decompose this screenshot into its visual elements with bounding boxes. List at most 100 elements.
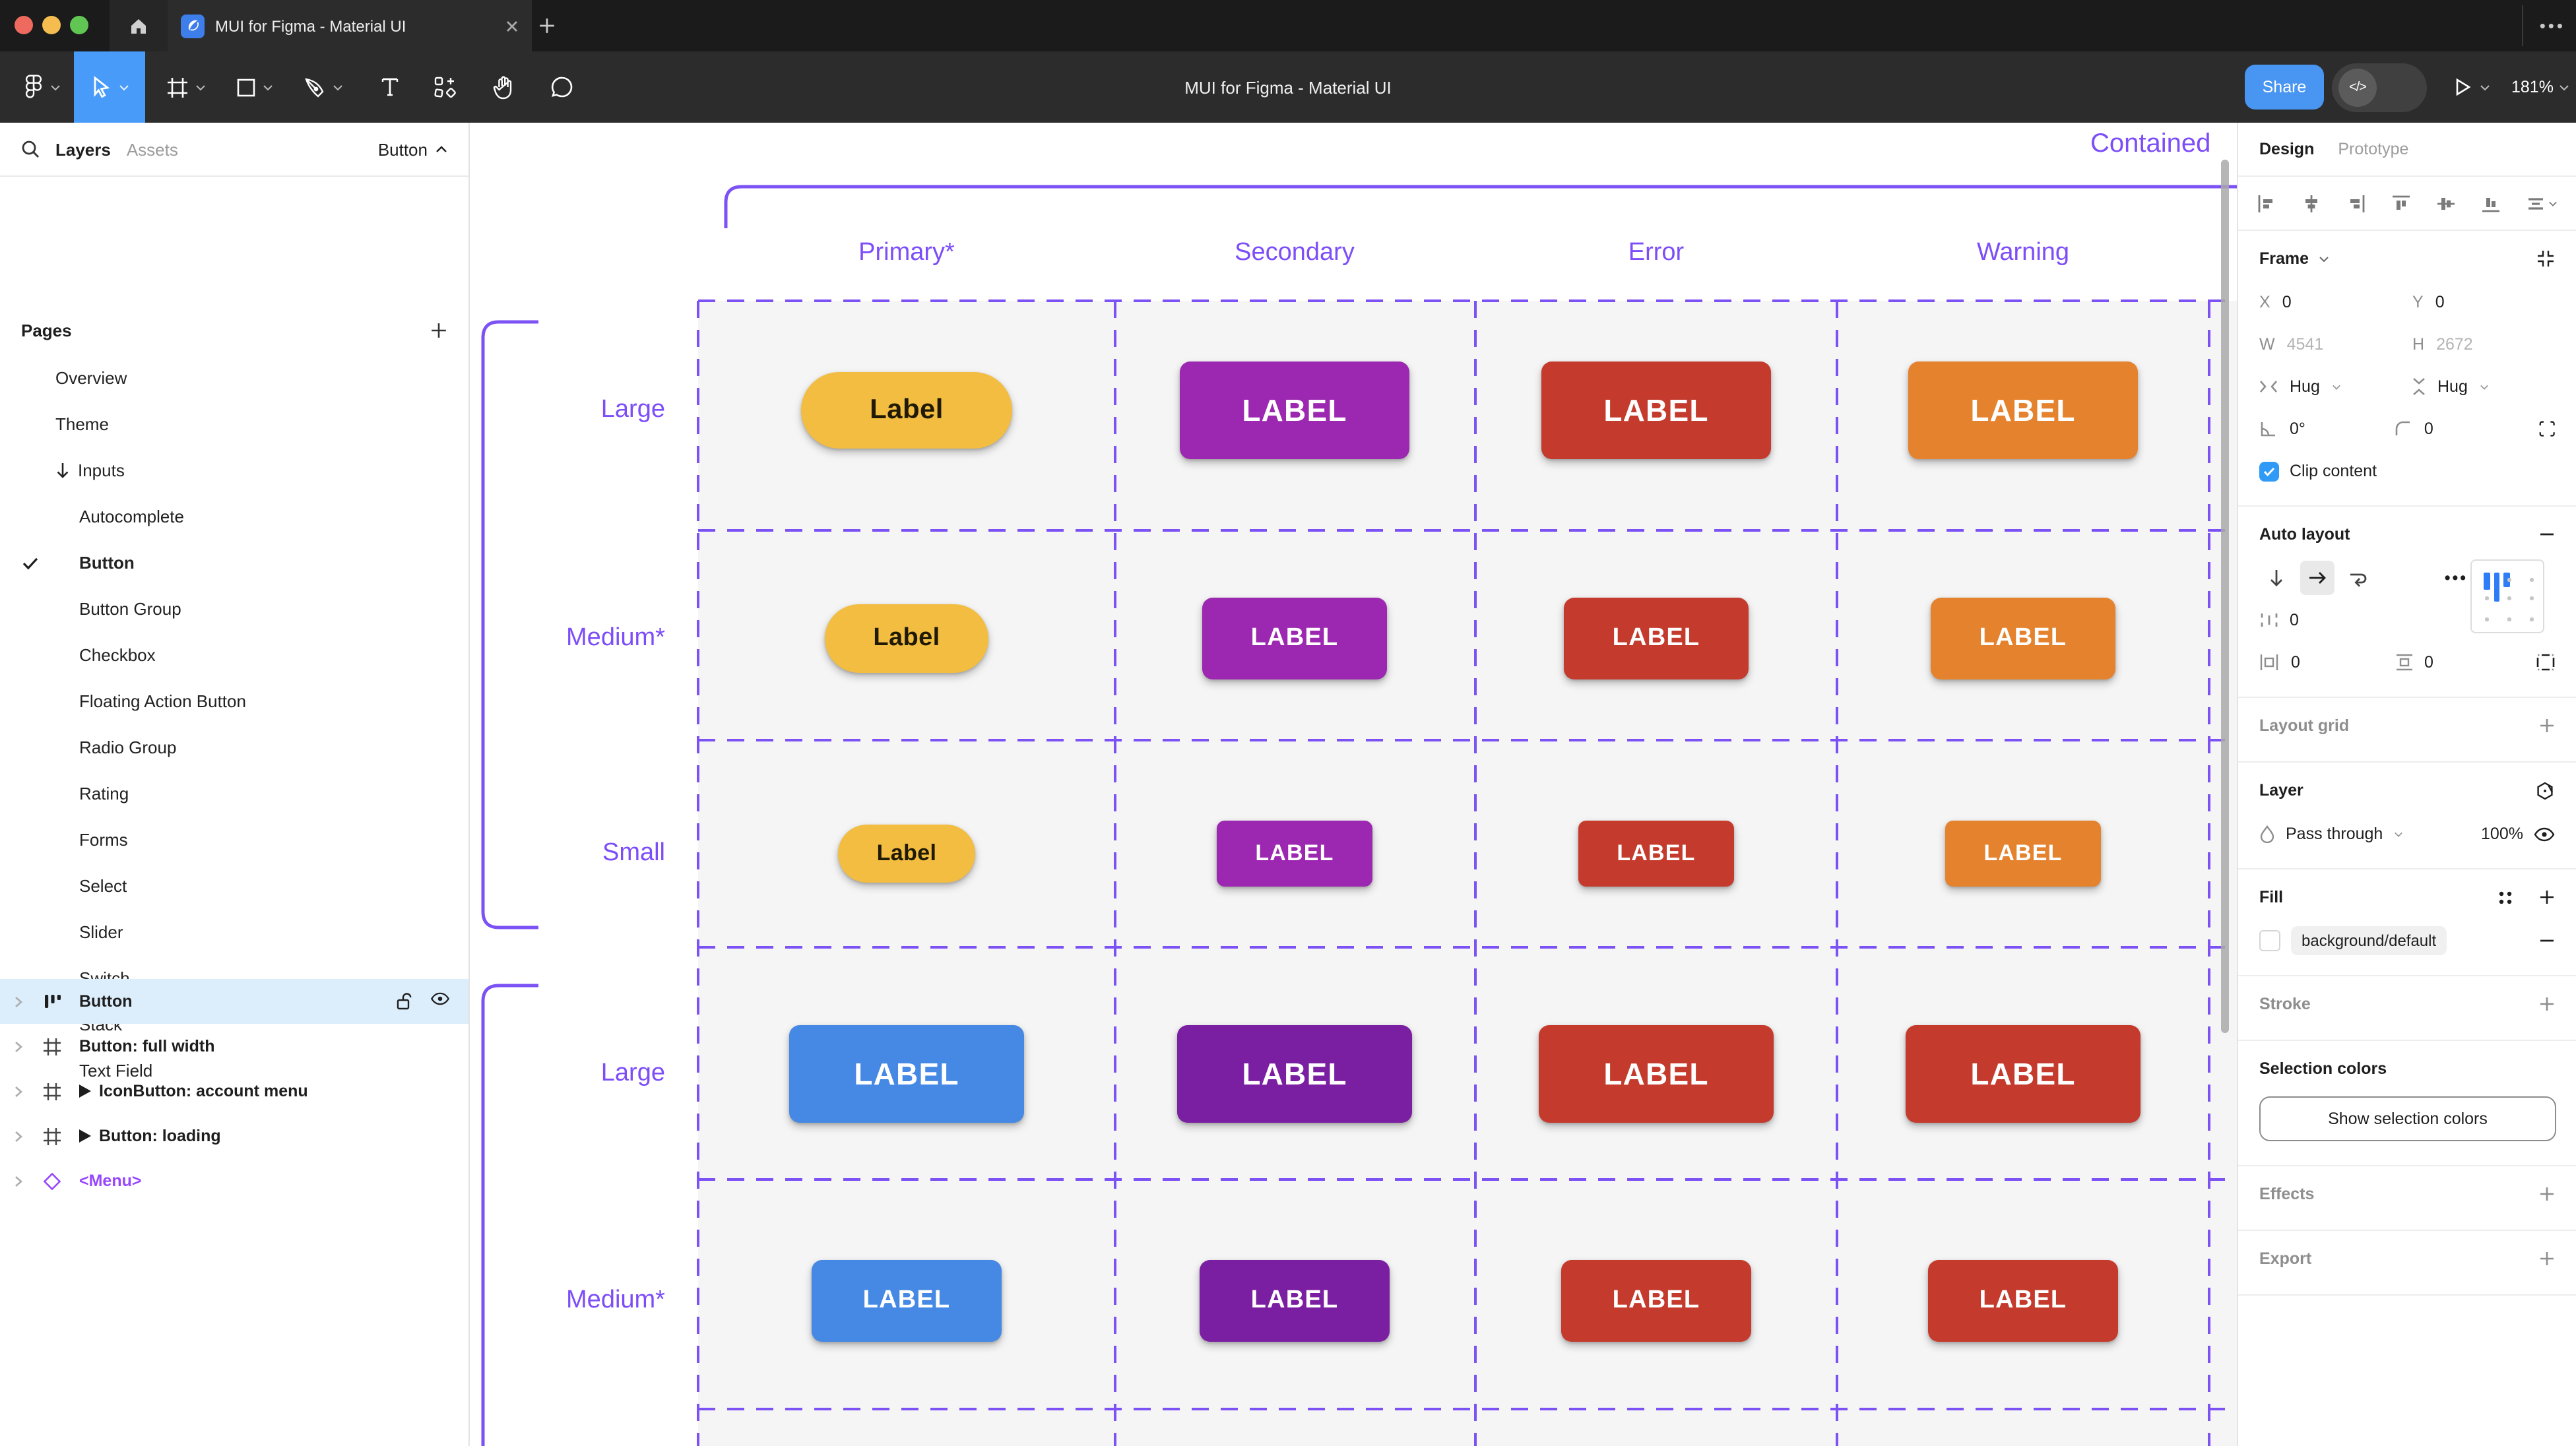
home-tab[interactable]	[110, 0, 168, 51]
present-play-icon[interactable]	[2452, 77, 2473, 98]
tab-design[interactable]: Design	[2259, 140, 2315, 158]
expand-chevron-icon[interactable]	[15, 1040, 22, 1052]
canvas-button-row2-col4[interactable]: LABEL	[1931, 598, 2115, 679]
canvas-button-row4-col1[interactable]: LABEL	[789, 1025, 1024, 1123]
canvas-button-row3-col3[interactable]: LABEL	[1578, 821, 1734, 887]
page-item-button[interactable]: Button	[0, 540, 468, 586]
align-left-icon[interactable]	[2257, 193, 2276, 213]
canvas-button-row3-col2[interactable]: LABEL	[1217, 821, 1372, 887]
page-item-autocomplete[interactable]: Autocomplete	[0, 493, 468, 540]
horizontal-padding-field[interactable]: 0	[2259, 653, 2386, 672]
align-bottom-icon[interactable]	[2481, 193, 2501, 213]
vertical-padding-field[interactable]: 0	[2397, 653, 2510, 672]
add-effect-button[interactable]	[2539, 1186, 2555, 1202]
page-item-inputs[interactable]: Inputs	[0, 447, 468, 493]
canvas-button-row5-col3[interactable]: LABEL	[1561, 1260, 1751, 1342]
page-item-floating-action-button[interactable]: Floating Action Button	[0, 678, 468, 724]
auto-layout-more-button[interactable]: •••	[2444, 569, 2468, 587]
page-selector[interactable]: Button	[378, 139, 447, 159]
hand-tool[interactable]	[479, 51, 527, 123]
shape-tool[interactable]	[224, 51, 285, 123]
canvas-button-row1-col1[interactable]: Label	[801, 372, 1012, 449]
align-h-center-icon[interactable]	[2302, 193, 2321, 213]
height-field[interactable]: H 2672	[2412, 335, 2473, 354]
page-item-button-group[interactable]: Button Group	[0, 586, 468, 632]
remove-auto-layout-button[interactable]	[2539, 526, 2555, 542]
dev-mode-toggle[interactable]: </>	[2332, 63, 2427, 112]
align-v-center-icon[interactable]	[2436, 193, 2456, 213]
frame-tool[interactable]	[156, 51, 216, 123]
layout-direction-right[interactable]	[2300, 561, 2334, 595]
canvas-button-row4-col4[interactable]: LABEL	[1906, 1025, 2141, 1123]
share-button[interactable]: Share	[2245, 65, 2324, 110]
layer-item--menu-[interactable]: <Menu>	[0, 1158, 468, 1203]
text-tool[interactable]	[367, 51, 412, 123]
window-overflow-menu[interactable]: •••	[2539, 16, 2565, 36]
layer-item-button-full-width[interactable]: Button: full width	[0, 1024, 468, 1069]
eye-icon[interactable]	[2534, 827, 2555, 841]
canvas-button-row5-col2[interactable]: LABEL	[1200, 1260, 1390, 1342]
add-layout-grid-button[interactable]	[2539, 718, 2555, 734]
page-item-overview[interactable]: Overview	[0, 355, 468, 401]
expand-chevron-icon[interactable]	[15, 995, 22, 1007]
resources-tool[interactable]	[420, 51, 470, 123]
close-window-button[interactable]	[15, 16, 33, 34]
unlock-icon[interactable]	[396, 992, 413, 1011]
canvas-button-row2-col1[interactable]: Label	[825, 604, 988, 673]
chevron-down-icon[interactable]	[2318, 255, 2329, 262]
add-fill-button[interactable]	[2539, 889, 2555, 905]
blend-mode-icon[interactable]	[2535, 780, 2555, 800]
canvas-button-row4-col2[interactable]: LABEL	[1177, 1025, 1412, 1123]
move-tool[interactable]	[74, 51, 145, 123]
page-item-checkbox[interactable]: Checkbox	[0, 632, 468, 678]
tab-assets[interactable]: Assets	[126, 139, 178, 159]
add-page-button[interactable]	[430, 321, 447, 338]
remove-fill-button[interactable]	[2539, 933, 2555, 949]
zoom-window-button[interactable]	[70, 16, 88, 34]
align-top-icon[interactable]	[2391, 193, 2411, 213]
chevron-down-icon[interactable]	[2480, 84, 2490, 90]
search-icon[interactable]	[21, 140, 40, 158]
independent-corners-icon[interactable]	[2539, 420, 2555, 438]
align-right-icon[interactable]	[2346, 193, 2366, 213]
width-field[interactable]: W 4541	[2259, 335, 2324, 354]
canvas-scrollbar[interactable]	[2221, 160, 2229, 1033]
layer-item-button[interactable]: Button	[0, 979, 468, 1024]
page-item-select[interactable]: Select	[0, 863, 468, 909]
alignment-widget[interactable]	[2470, 559, 2544, 633]
expand-chevron-icon[interactable]	[15, 1175, 22, 1187]
opacity-field[interactable]: 100%	[2481, 825, 2523, 843]
close-tab-icon[interactable]	[505, 19, 519, 32]
page-item-rating[interactable]: Rating	[0, 770, 468, 817]
canvas-button-row3-col4[interactable]: LABEL	[1945, 821, 2101, 887]
show-selection-colors-button[interactable]: Show selection colors	[2259, 1096, 2556, 1141]
zoom-menu[interactable]: 181%	[2511, 51, 2569, 123]
page-item-slider[interactable]: Slider	[0, 909, 468, 955]
layout-wrap[interactable]	[2341, 561, 2375, 595]
styles-icon[interactable]	[2497, 889, 2514, 906]
canvas-button-row3-col1[interactable]: Label	[838, 825, 975, 883]
layout-direction-down[interactable]	[2259, 561, 2294, 595]
blend-mode-select[interactable]: Pass through	[2286, 825, 2383, 843]
layer-item-button-loading[interactable]: Button: loading	[0, 1114, 468, 1158]
individual-padding-icon[interactable]	[2536, 653, 2555, 672]
page-item-text-field[interactable]: Text Field	[0, 1048, 468, 1094]
canvas-button-row1-col2[interactable]: LABEL	[1180, 362, 1409, 459]
comment-tool[interactable]	[536, 51, 589, 123]
fill-color-swatch[interactable]	[2259, 930, 2280, 951]
frame-name-label[interactable]: Contained	[2090, 129, 2211, 158]
expand-chevron-icon[interactable]	[15, 1085, 22, 1097]
horizontal-sizing-select[interactable]: Hug	[2259, 377, 2402, 396]
fill-style-chip[interactable]: background/default	[2259, 926, 2447, 955]
vertical-sizing-select[interactable]: Hug	[2412, 377, 2555, 396]
canvas-button-row2-col3[interactable]: LABEL	[1564, 598, 1749, 679]
rotation-field[interactable]: 0°	[2259, 420, 2383, 438]
layer-item-iconbutton-account-menu[interactable]: IconButton: account menu	[0, 1069, 468, 1114]
canvas-button-row1-col3[interactable]: LABEL	[1541, 362, 1771, 459]
expand-chevron-icon[interactable]	[15, 1130, 22, 1142]
page-item-forms[interactable]: Forms	[0, 817, 468, 863]
clip-content-checkbox[interactable]	[2259, 461, 2279, 481]
canvas-button-row2-col2[interactable]: LABEL	[1202, 598, 1387, 679]
